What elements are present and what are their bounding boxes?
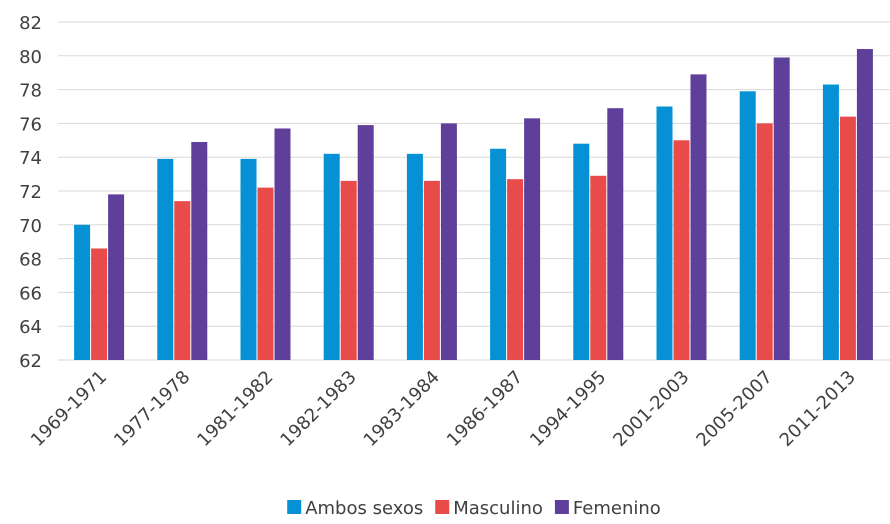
bar [74,224,91,360]
y-tick-label: 64 [19,317,42,338]
bar [240,158,257,360]
bar [822,84,839,360]
x-tick-label: 1982-1983 [277,367,361,451]
bar [440,123,457,361]
bar [524,118,541,360]
y-tick-label: 76 [19,114,42,135]
x-tick-label: 2011-2013 [776,367,860,451]
legend-swatch [554,500,569,514]
bar [673,140,690,360]
x-tick-label: 1977-1978 [110,367,194,451]
legend-label: Femenino [573,498,661,519]
x-tick-label: 1994-1995 [526,367,610,451]
y-tick-label: 68 [19,250,42,271]
legend-swatch [435,500,450,514]
bar [357,125,374,360]
bar [573,143,590,360]
y-tick-label: 70 [19,216,42,237]
legend-label: Masculino [453,498,543,519]
x-tick-label: 1986-1987 [443,367,527,451]
bar [340,180,357,360]
bar [839,116,856,360]
bar [590,175,607,360]
bar [773,57,790,361]
bar [423,180,440,360]
bar [856,49,873,360]
bar [91,248,108,360]
legend-label: Ambos sexos [305,498,423,519]
y-tick-label: 82 [19,13,42,34]
y-tick-label: 78 [19,81,42,102]
y-tick-label: 74 [19,148,42,169]
bar [157,158,174,360]
bar [174,201,191,360]
x-tick-label: 2005-2007 [693,367,777,451]
bar [406,153,423,360]
bar [690,74,707,360]
bar [257,187,274,360]
bar [323,153,340,360]
x-tick-label: 1969-1971 [27,367,111,451]
x-tick-label: 1981-1982 [193,367,277,451]
bar [656,106,673,360]
y-tick-label: 80 [19,47,42,68]
bar [507,179,524,360]
y-tick-label: 72 [19,182,42,203]
legend-swatch [287,500,302,514]
bar [739,91,756,360]
bar [191,141,208,360]
bar [607,108,624,360]
bar [108,194,125,360]
bar [756,123,773,361]
bar [490,148,507,360]
bar [274,128,291,360]
y-tick-label: 62 [19,351,42,372]
x-tick-label: 2001-2003 [609,367,693,451]
x-tick-label: 1983-1984 [360,367,444,451]
y-tick-label: 66 [19,283,42,304]
legend: Ambos sexos Masculino Femenino [287,498,661,519]
